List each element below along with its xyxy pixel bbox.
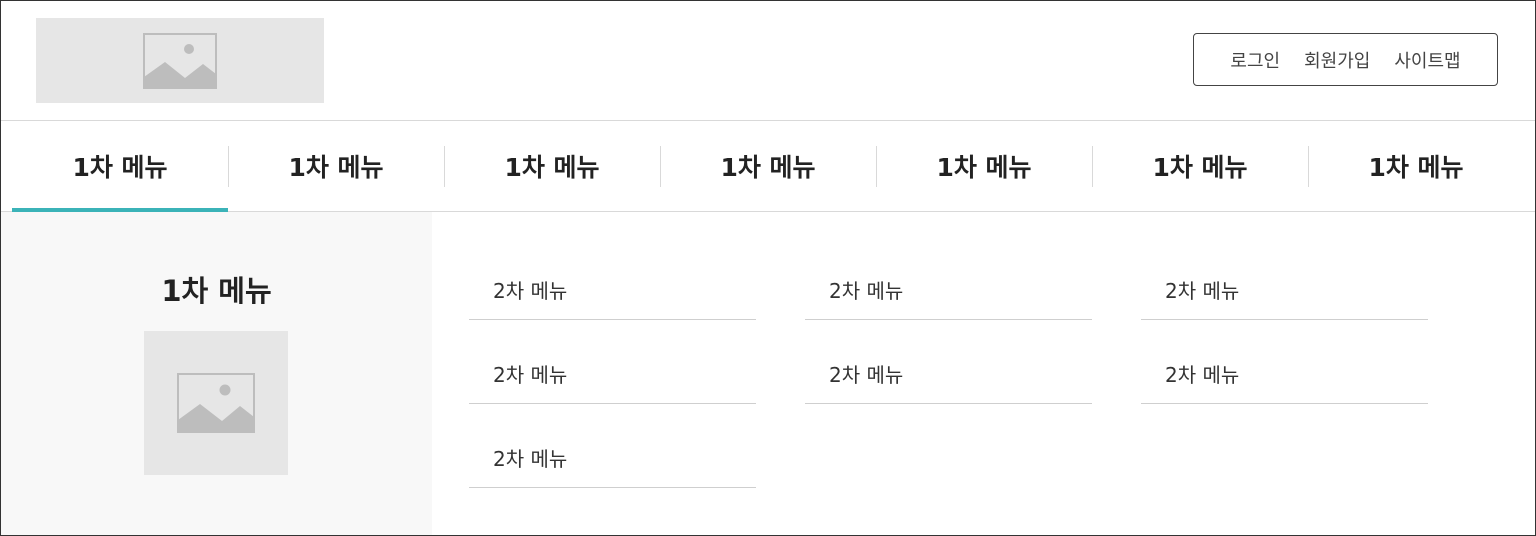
panel-image	[144, 331, 288, 475]
image-placeholder-icon	[177, 373, 255, 433]
sub-menu-item[interactable]: 2차 메뉴	[805, 263, 1092, 320]
mega-menu-panel: 1차 메뉴 2차 메뉴 2차 메뉴 2차 메뉴 2차 메뉴 2차 메뉴 2차 메…	[1, 212, 1535, 535]
sub-menu-item[interactable]: 2차 메뉴	[1141, 263, 1428, 320]
utility-menu: 로그인 회원가입 사이트맵	[1193, 33, 1498, 86]
gnb-item-4[interactable]: 1차 메뉴	[660, 121, 876, 211]
main-navigation: 1차 메뉴 1차 메뉴 1차 메뉴 1차 메뉴 1차 메뉴 1차 메뉴 1차 메…	[1, 121, 1535, 212]
sub-menu-item[interactable]: 2차 메뉴	[1141, 347, 1428, 404]
gnb-item-1[interactable]: 1차 메뉴	[12, 121, 228, 212]
sub-menu-item[interactable]: 2차 메뉴	[805, 347, 1092, 404]
panel-side: 1차 메뉴	[1, 212, 432, 535]
gnb-item-2[interactable]: 1차 메뉴	[228, 121, 444, 211]
sub-menu-item[interactable]: 2차 메뉴	[469, 263, 756, 320]
panel-title: 1차 메뉴	[161, 274, 272, 308]
image-placeholder-icon	[143, 32, 217, 89]
signup-link[interactable]: 회원가입	[1304, 50, 1371, 72]
gnb-item-3[interactable]: 1차 메뉴	[444, 121, 660, 211]
sitemap-link[interactable]: 사이트맵	[1394, 50, 1461, 72]
login-link[interactable]: 로그인	[1230, 50, 1281, 72]
sub-menu-item[interactable]: 2차 메뉴	[469, 347, 756, 404]
site-header: 로그인 회원가입 사이트맵	[1, 1, 1535, 121]
gnb-item-7[interactable]: 1차 메뉴	[1308, 121, 1524, 211]
sub-menu-item[interactable]: 2차 메뉴	[469, 431, 756, 488]
logo[interactable]	[36, 18, 324, 103]
gnb-item-5[interactable]: 1차 메뉴	[876, 121, 1092, 211]
gnb-item-6[interactable]: 1차 메뉴	[1092, 121, 1308, 211]
